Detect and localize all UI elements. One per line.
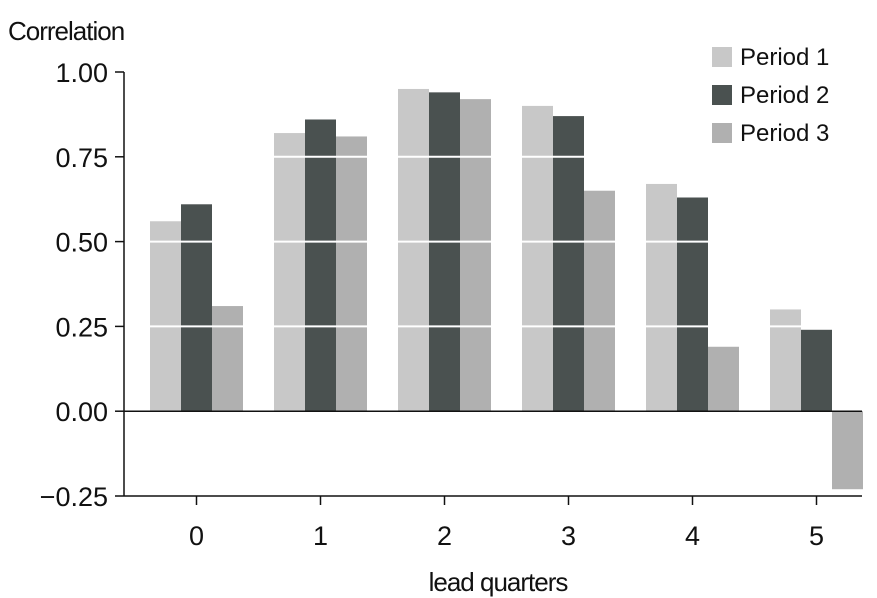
bar-period-3-q5 — [832, 411, 863, 490]
x-axis-title: lead quarters — [429, 567, 569, 597]
y-tick-label: 0.25 — [55, 312, 108, 342]
y-tick-label: −0.25 — [40, 482, 108, 512]
bar-period-1-q4 — [646, 183, 677, 412]
bar-period-2-q5 — [801, 329, 832, 412]
bar-period-1-q3 — [522, 105, 553, 412]
bar-period-3-q0 — [212, 306, 243, 412]
bar-period-3-q1 — [336, 136, 367, 412]
legend: Period 1 Period 2 Period 3 — [712, 44, 829, 147]
y-tick-label: 1.00 — [55, 58, 108, 88]
x-tick-label: 1 — [313, 521, 328, 551]
x-tick-labels: 0 1 2 3 4 5 — [189, 521, 824, 551]
legend-label-period-1: Period 1 — [740, 44, 829, 71]
bar-period-2-q2 — [429, 92, 460, 412]
x-tick-label: 5 — [809, 521, 824, 551]
y-axis-title: Correlation — [8, 16, 124, 46]
bar-period-3-q4 — [708, 346, 739, 412]
y-tick-label: 0.00 — [55, 397, 108, 427]
bar-period-1-q5 — [770, 309, 801, 412]
bar-period-1-q0 — [150, 221, 181, 412]
legend-swatch-period-3 — [712, 123, 732, 143]
bar-period-1-q1 — [274, 133, 305, 412]
legend-swatch-period-1 — [712, 47, 732, 67]
axes-group — [115, 71, 862, 505]
legend-swatch-period-2 — [712, 85, 732, 105]
x-tick-label: 2 — [437, 521, 452, 551]
bar-period-3-q3 — [584, 190, 615, 412]
bar-period-1-q2 — [398, 88, 429, 412]
bars-group — [150, 88, 863, 490]
x-tick-label: 4 — [685, 521, 700, 551]
bar-period-2-q1 — [305, 119, 336, 412]
bar-period-2-q3 — [553, 116, 584, 412]
x-tick-label: 3 — [561, 521, 576, 551]
legend-label-period-3: Period 3 — [740, 120, 829, 147]
gridlines-group — [124, 155, 862, 328]
bar-period-2-q4 — [677, 197, 708, 412]
bar-period-3-q2 — [460, 99, 491, 412]
y-tick-label: 0.50 — [55, 228, 108, 258]
bar-period-2-q0 — [181, 204, 212, 412]
y-tick-label: 0.75 — [55, 143, 108, 173]
legend-label-period-2: Period 2 — [740, 82, 829, 109]
x-tick-label: 0 — [189, 521, 204, 551]
y-tick-labels: 1.00 0.75 0.50 0.25 0.00 −0.25 — [40, 58, 108, 512]
